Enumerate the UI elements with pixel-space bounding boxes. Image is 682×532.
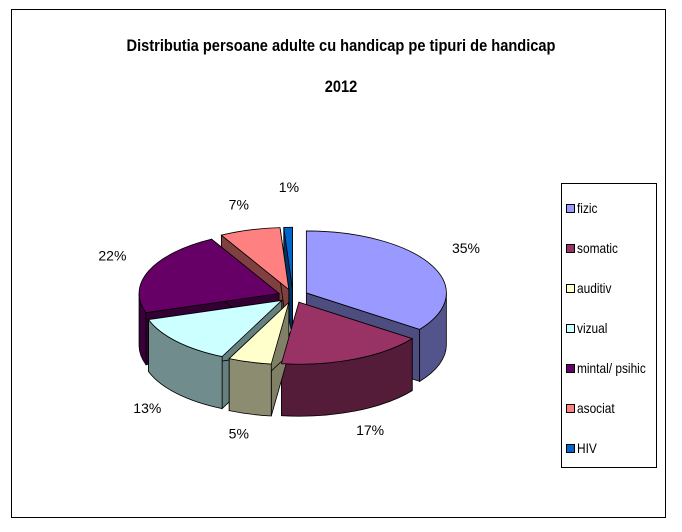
legend-label: mintal/ psihic <box>577 360 646 376</box>
data-label-mintalpsihic: 22% <box>98 247 126 263</box>
legend-item: HIV <box>566 440 600 456</box>
chart-subtitle: 2012 <box>324 77 358 96</box>
data-label-asociat: 7% <box>229 196 249 212</box>
legend-swatch <box>566 403 575 413</box>
legend-item: vizual <box>566 320 613 336</box>
legend: fizic somatic auditiv vizual mintal/ psihic a… <box>561 183 657 468</box>
pie-slice-vizual <box>147 299 283 357</box>
legend-item: asociat <box>566 400 621 416</box>
pie-slice-fizic <box>305 230 447 330</box>
pie-slice-hiv <box>283 226 293 290</box>
chart-title: Distributia persoane adulte cu handicap … <box>126 36 556 55</box>
legend-swatch <box>566 323 575 333</box>
legend-swatch <box>566 363 575 373</box>
data-label-somatic: 17% <box>356 422 384 438</box>
data-label-fizic: 35% <box>452 240 480 256</box>
legend-swatch <box>566 443 575 453</box>
legend-item: auditiv <box>566 280 617 296</box>
data-label-vizual: 13% <box>133 400 161 416</box>
legend-swatch <box>566 283 575 293</box>
data-label-auditiv: 5% <box>229 426 249 442</box>
legend-item: somatic <box>566 240 625 256</box>
legend-item: mintal/ psihic <box>566 360 658 376</box>
legend-label: auditiv <box>577 280 612 296</box>
pie-slice-asociat <box>220 227 290 291</box>
pie-slice-auditiv <box>228 301 290 365</box>
legend-swatch <box>566 243 575 253</box>
legend-item: fizic <box>566 200 601 216</box>
legend-swatch <box>566 203 575 213</box>
legend-label: vizual <box>577 320 608 336</box>
legend-label: fizic <box>577 200 598 216</box>
legend-label: HIV <box>577 440 597 456</box>
pie-slice-somatic <box>280 301 414 365</box>
legend-label: asociat <box>577 400 615 416</box>
pie-slice-mintalpsihic <box>138 238 281 314</box>
legend-label: somatic <box>577 240 618 256</box>
data-label-hiv: 1% <box>279 179 299 195</box>
